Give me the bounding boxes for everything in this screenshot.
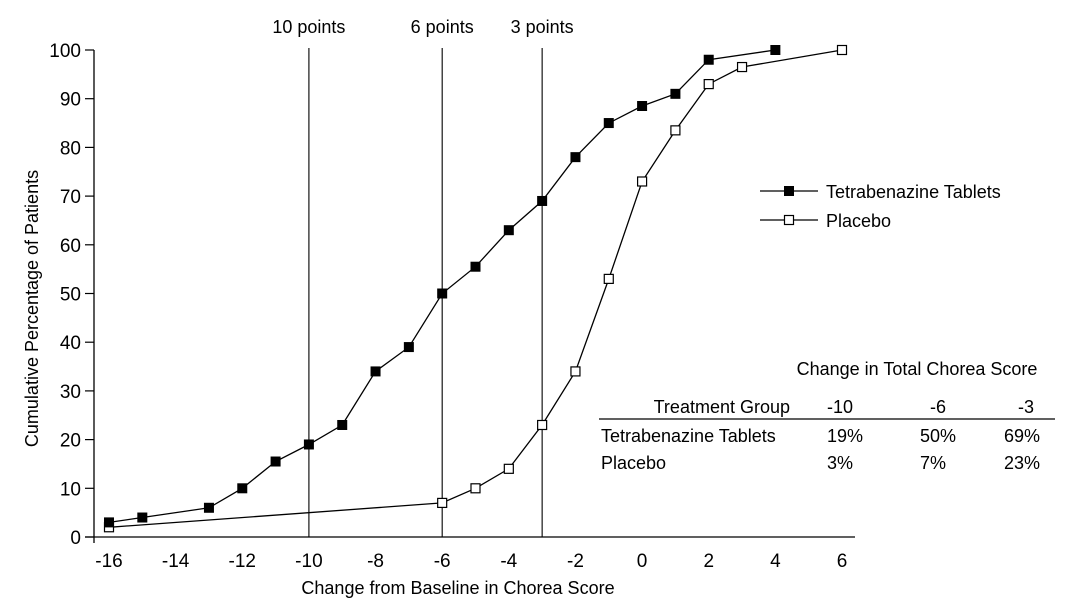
data-point-filled-square xyxy=(203,502,214,513)
series-line xyxy=(108,49,843,528)
x-tick-label: 0 xyxy=(637,551,648,572)
reference-line-label: 10 points xyxy=(272,17,345,37)
reference-line-label: 6 points xyxy=(411,17,474,37)
legend-item-placebo: Placebo xyxy=(760,211,891,231)
data-point-open-square xyxy=(703,78,714,90)
series-placebo xyxy=(103,44,848,533)
data-point-open-square xyxy=(570,366,581,377)
table-header-col-2: -6 xyxy=(930,397,946,417)
data-point-open-square xyxy=(503,463,514,474)
x-tick-label: -6 xyxy=(434,551,451,572)
data-point-filled-square xyxy=(137,512,148,523)
table-cell: 23% xyxy=(1004,453,1040,473)
y-tick-label: 60 xyxy=(60,236,81,257)
x-tick-label: -16 xyxy=(95,551,122,572)
data-point-filled-square xyxy=(337,419,348,430)
data-point-filled-square xyxy=(770,45,781,55)
data-point-filled-square xyxy=(303,439,314,450)
reference-lines: 10 points 6 points 3 points xyxy=(272,17,574,537)
table-row: Placebo 3% 7% 23% xyxy=(601,453,1040,473)
table-header-col-3: -3 xyxy=(1018,397,1034,417)
legend-marker-filled-square-icon xyxy=(784,186,794,196)
x-tick-label: -4 xyxy=(500,551,517,572)
data-point-filled-square xyxy=(403,342,414,353)
data-point-filled-square xyxy=(637,101,648,112)
data-point-filled-square xyxy=(270,456,281,467)
x-tick-label: 6 xyxy=(837,551,848,572)
legend-label-tetrabenazine: Tetrabenazine Tablets xyxy=(826,182,1001,202)
axes xyxy=(85,50,855,543)
series-layer xyxy=(103,44,848,533)
data-point-filled-square xyxy=(237,483,248,494)
data-point-open-square xyxy=(470,483,481,494)
data-point-filled-square xyxy=(470,261,481,272)
data-point-open-square xyxy=(736,61,748,73)
reference-line-label: 3 points xyxy=(511,17,574,37)
series-tetrabenazine xyxy=(104,45,781,528)
x-tick-label: -8 xyxy=(367,551,384,572)
y-tick-label: 30 xyxy=(60,382,81,403)
data-point-filled-square xyxy=(703,54,714,65)
data-point-filled-square xyxy=(570,152,581,163)
x-tick-label: -10 xyxy=(295,551,322,572)
x-axis-title: Change from Baseline in Chorea Score xyxy=(301,578,614,598)
table-cell: 19% xyxy=(827,426,863,446)
data-point-filled-square xyxy=(603,118,614,129)
y-tick-label: 80 xyxy=(60,138,81,159)
y-axis-title: Cumulative Percentage of Patients xyxy=(22,170,42,447)
data-point-open-square xyxy=(670,125,681,136)
data-point-filled-square xyxy=(503,225,514,236)
legend: Tetrabenazine Tablets Placebo xyxy=(760,182,1001,231)
data-point-filled-square xyxy=(670,88,681,99)
inset-table: Change in Total Chorea Score Treatment G… xyxy=(599,359,1055,473)
table-cell: 3% xyxy=(827,453,853,473)
x-tick-label: -2 xyxy=(567,551,584,572)
data-point-filled-square xyxy=(437,288,448,299)
y-tick-label: 0 xyxy=(70,528,81,549)
x-tick-label: 4 xyxy=(770,551,781,572)
y-tick-label: 100 xyxy=(49,41,81,62)
data-point-filled-square xyxy=(370,366,381,377)
data-point-open-square xyxy=(603,273,614,284)
y-tick-label: 40 xyxy=(60,333,81,354)
y-tick-label: 10 xyxy=(60,479,81,500)
data-point-open-square xyxy=(636,176,648,187)
data-point-filled-square xyxy=(537,195,548,206)
data-point-open-square xyxy=(437,497,448,509)
table-cell-group: Tetrabenazine Tablets xyxy=(601,426,776,446)
table-header-treatment-group: Treatment Group xyxy=(654,397,790,417)
table-row: Tetrabenazine Tablets 19% 50% 69% xyxy=(601,426,1040,446)
data-point-filled-square xyxy=(104,517,114,528)
y-tick-label: 90 xyxy=(60,90,81,111)
legend-item-tetrabenazine: Tetrabenazine Tablets xyxy=(760,182,1001,202)
y-tick-label: 50 xyxy=(60,285,81,306)
x-ticks: -16 -14 -12 -10 -8 -6 -4 -2 0 2 4 6 xyxy=(95,551,847,572)
y-tick-label: 20 xyxy=(60,431,81,452)
x-tick-label: -14 xyxy=(162,551,190,572)
table-cell: 50% xyxy=(920,426,956,446)
table-title: Change in Total Chorea Score xyxy=(797,359,1038,379)
table-cell: 69% xyxy=(1004,426,1040,446)
data-point-open-square xyxy=(537,419,548,431)
table-cell-group: Placebo xyxy=(601,453,666,473)
table-cell: 7% xyxy=(920,453,946,473)
legend-marker-open-square-icon xyxy=(783,214,795,226)
y-tick-label: 70 xyxy=(60,187,81,208)
x-tick-label: 2 xyxy=(703,551,714,572)
table-header-col-1: -10 xyxy=(827,397,853,417)
legend-label-placebo: Placebo xyxy=(826,211,891,231)
x-tick-label: -12 xyxy=(229,551,256,572)
data-point-open-square xyxy=(836,44,848,56)
y-ticks: 0 10 20 30 40 50 60 70 80 90 100 xyxy=(49,41,94,549)
